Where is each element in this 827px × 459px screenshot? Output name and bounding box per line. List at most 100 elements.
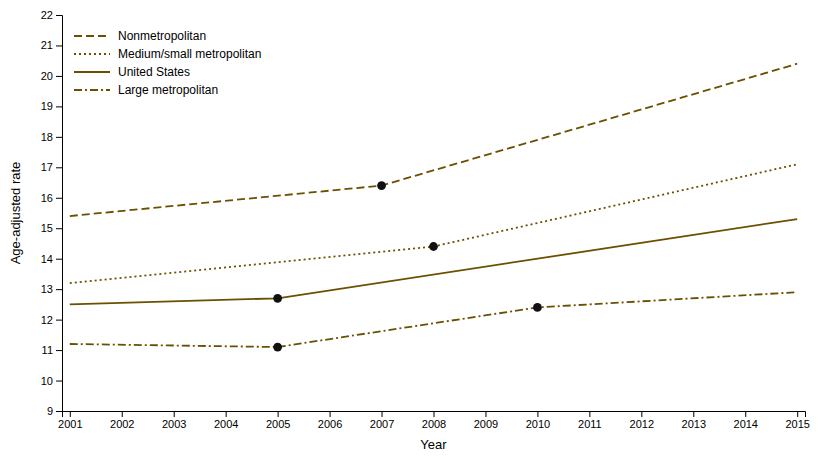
y-tick: 17	[41, 161, 62, 173]
x-axis: 2001 2002 2003 2004 2005 2006 2007 2008 2009 2010…	[58, 411, 810, 430]
y-tick-mark	[56, 198, 62, 199]
x-tick-mark	[745, 411, 746, 417]
x-tick: 2012	[630, 411, 654, 430]
y-tick-mark	[56, 411, 62, 412]
y-tick: 21	[41, 39, 62, 51]
x-tick-label: 2003	[162, 418, 186, 430]
x-tick: 2007	[370, 411, 394, 430]
y-axis-title: Age-adjusted rate	[8, 162, 23, 265]
y-tick-mark	[56, 15, 62, 16]
y-tick: 19	[41, 100, 62, 112]
plot: 2001200220032004200520062007200820092010…	[8, 9, 810, 452]
legend-label: United States	[118, 65, 190, 79]
x-tick-label: 2005	[266, 418, 290, 430]
legend-swatch	[74, 89, 110, 91]
joinpoint	[429, 242, 438, 251]
y-tick-mark	[56, 350, 62, 351]
y-tick-label: 12	[41, 314, 53, 326]
x-tick: 2002	[110, 411, 134, 430]
x-tick-label: 2008	[422, 418, 446, 430]
series-line	[70, 219, 797, 304]
legend-swatch	[74, 53, 110, 55]
x-tick-mark	[537, 411, 538, 417]
joinpoint	[273, 294, 282, 303]
joinpoint	[273, 343, 282, 352]
x-tick-label: 2013	[682, 418, 706, 430]
x-tick-label: 2004	[214, 418, 238, 430]
y-tick: 20	[41, 70, 62, 82]
y-tick-mark	[56, 381, 62, 382]
y-tick: 14	[41, 253, 62, 265]
x-tick-mark	[485, 411, 486, 417]
x-tick-mark	[70, 411, 71, 417]
y-tick-label: 15	[41, 222, 53, 234]
legend-item: United States	[74, 65, 190, 79]
x-tick-label: 2009	[474, 418, 498, 430]
y-tick-label: 18	[41, 131, 53, 143]
y-tick-label: 20	[41, 70, 53, 82]
y-tick-mark	[56, 45, 62, 46]
marks	[70, 64, 797, 352]
legend-item: Large metropolitan	[74, 83, 218, 97]
y-tick: 12	[41, 314, 62, 326]
y-tick-mark	[56, 259, 62, 260]
y-tick-mark	[56, 106, 62, 107]
y-tick-mark	[56, 76, 62, 77]
y-tick-mark	[56, 289, 62, 290]
x-tick-mark	[641, 411, 642, 417]
x-tick-mark	[330, 411, 331, 417]
x-tick: 2010	[526, 411, 550, 430]
x-tick-label: 2006	[318, 418, 342, 430]
y-tick: 18	[41, 131, 62, 143]
x-tick: 2004	[214, 411, 238, 430]
y-tick-mark	[56, 320, 62, 321]
x-axis-title: Year	[420, 437, 447, 452]
x-tick: 2011	[578, 411, 602, 430]
x-tick-mark	[174, 411, 175, 417]
y-tick: 11	[42, 344, 62, 356]
y-tick-label: 9	[47, 405, 53, 417]
series-line	[70, 292, 797, 347]
x-tick: 2015	[785, 411, 809, 430]
x-tick-label: 2014	[734, 418, 758, 430]
joinpoint	[377, 181, 386, 190]
x-tick: 2001	[58, 411, 82, 430]
y-tick-label: 16	[41, 192, 53, 204]
y-tick-label: 17	[41, 161, 53, 173]
x-tick-label: 2002	[110, 418, 134, 430]
y-tick-label: 11	[42, 344, 53, 356]
legend-label: Large metropolitan	[118, 83, 218, 97]
series-line	[70, 64, 797, 216]
x-tick-mark	[226, 411, 227, 417]
legend-label: Nonmetropolitan	[118, 29, 206, 43]
y-tick: 13	[41, 283, 62, 295]
y-axis: 9 10 11 12 13 14 15 16 17 18 19 20 21 22	[41, 9, 63, 417]
x-tick-label: 2007	[370, 418, 394, 430]
y-tick: 22	[41, 9, 62, 21]
x-tick-mark	[589, 411, 590, 417]
y-tick-label: 14	[41, 253, 53, 265]
chart: 2001200220032004200520062007200820092010…	[0, 0, 827, 459]
x-tick-mark	[278, 411, 279, 417]
x-tick: 2009	[474, 411, 498, 430]
y-tick-mark	[56, 228, 62, 229]
joinpoint	[533, 303, 542, 312]
y-tick-label: 13	[41, 283, 53, 295]
x-tick: 2013	[682, 411, 706, 430]
legend-label: Medium/small metropolitan	[118, 47, 261, 61]
legend-item: Nonmetropolitan	[74, 29, 206, 43]
x-tick-label: 2010	[526, 418, 550, 430]
x-tick-label: 2001	[58, 418, 82, 430]
y-tick-mark	[56, 167, 62, 168]
y-tick-label: 19	[41, 100, 53, 112]
y-tick: 15	[41, 222, 62, 234]
x-axis-line	[63, 412, 806, 418]
y-tick: 9	[47, 405, 62, 417]
x-tick-label: 2012	[630, 418, 654, 430]
x-tick: 2008	[422, 411, 446, 430]
x-tick: 2014	[734, 411, 758, 430]
y-tick-label: 21	[41, 39, 53, 51]
x-tick-mark	[797, 411, 798, 417]
y-tick-mark	[56, 137, 62, 138]
y-tick-label: 10	[41, 375, 53, 387]
